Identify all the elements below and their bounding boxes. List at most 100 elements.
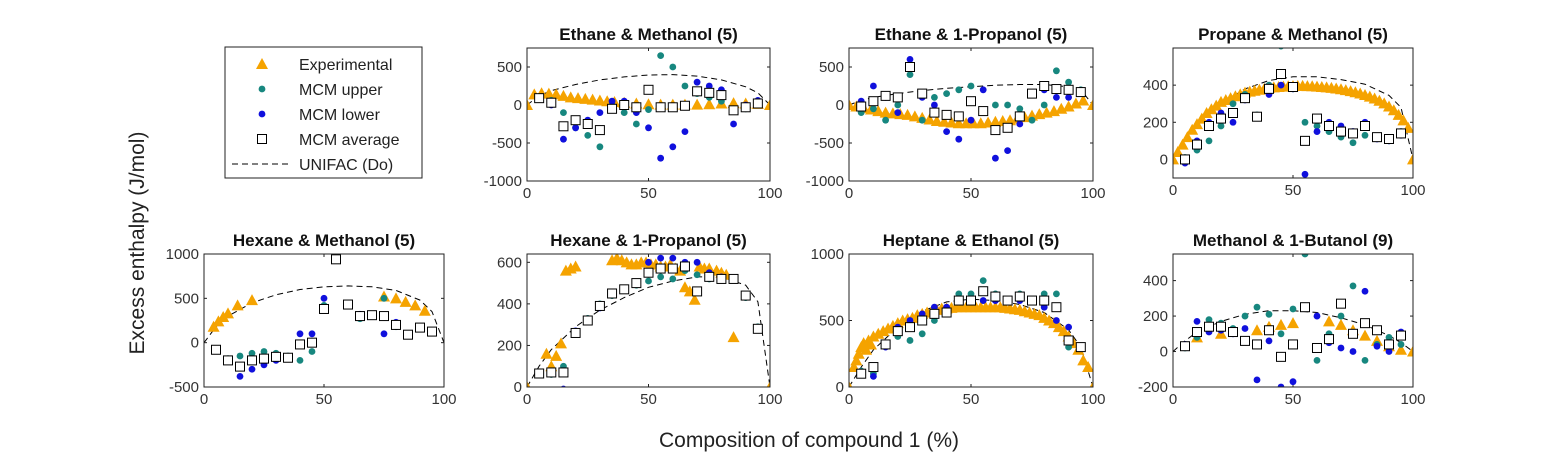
y-tick-label: 200 [1143, 114, 1168, 131]
point-experimental [1062, 100, 1075, 112]
point-mcm-upper [1361, 357, 1369, 364]
point-experimental [923, 113, 936, 125]
point-mcm-upper [308, 348, 316, 355]
x-tick-label: 100 [1400, 391, 1425, 408]
point-mcm-average [1063, 335, 1074, 346]
point-mcm-upper [1349, 139, 1357, 147]
y-tick-label: -500 [814, 135, 844, 152]
y-tick-label: -1000 [484, 173, 522, 190]
point-mcm-upper [620, 109, 628, 116]
x-tick-label: 50 [963, 185, 980, 202]
point-mcm-lower [693, 78, 701, 86]
series-line-unifac-do [527, 74, 770, 106]
point-mcm-lower [943, 128, 950, 136]
point-mcm-upper [669, 275, 677, 283]
point-mcm-average [283, 352, 293, 363]
point-experimental [399, 295, 412, 307]
point-mcm-average [1288, 82, 1298, 92]
point-experimental [1191, 118, 1203, 130]
point-mcm-average [740, 102, 751, 113]
point-mcm-average [929, 107, 940, 118]
point-mcm-upper [657, 273, 665, 281]
point-mcm-upper [645, 277, 652, 285]
axes-frame [203, 253, 445, 388]
point-mcm-average [716, 273, 727, 284]
point-mcm-average [1204, 321, 1214, 332]
point-experimental [879, 106, 892, 118]
point-mcm-upper [1217, 122, 1225, 130]
point-mcm-average [716, 90, 727, 101]
point-mcm-lower [1313, 128, 1321, 135]
axes-frame [848, 253, 1094, 388]
point-mcm-average [953, 111, 964, 122]
point-mcm-upper [1313, 357, 1321, 364]
point-mcm-average [704, 87, 715, 98]
x-tick-label: 100 [431, 391, 456, 408]
point-mcm-upper [1028, 116, 1036, 124]
point-mcm-average [728, 273, 739, 284]
point-mcm-average [1063, 84, 1074, 95]
point-mcm-upper [380, 294, 388, 302]
point-mcm-average [631, 278, 642, 289]
point-mcm-average [1336, 126, 1346, 137]
legend-item-mcm-average: MCM average [257, 132, 400, 149]
point-mcm-average [1324, 121, 1334, 131]
point-mcm-average [582, 119, 593, 129]
point-mcm-average [379, 311, 389, 322]
point-mcm-upper [1065, 78, 1072, 86]
point-mcm-average [1336, 298, 1346, 309]
point-mcm-average [728, 105, 739, 116]
y-tick-label: 500 [174, 290, 199, 307]
point-mcm-average [1360, 318, 1370, 329]
point-experimental [764, 99, 770, 110]
point-mcm-upper [560, 109, 567, 116]
point-mcm-average [1027, 88, 1037, 99]
point-mcm-average [1288, 339, 1298, 350]
legend-marker-mcm-lower [258, 110, 266, 118]
point-mcm-average [880, 90, 891, 101]
legend-label-mcm-average: MCM average [299, 132, 400, 149]
point-mcm-lower [1349, 348, 1357, 355]
point-mcm-average [1264, 325, 1274, 336]
point-mcm-upper [979, 277, 987, 284]
point-mcm-upper [681, 82, 689, 90]
legend-marker-experimental [256, 58, 268, 69]
point-experimental [1395, 343, 1407, 355]
point-experimental [527, 381, 531, 387]
point-experimental [564, 91, 577, 103]
point-mcm-lower [979, 297, 987, 304]
point-mcm-average [655, 102, 666, 113]
point-mcm-average [534, 368, 545, 379]
point-experimental [1275, 318, 1287, 330]
point-mcm-lower [248, 365, 256, 373]
point-mcm-average [558, 367, 569, 378]
x-tick-label: 0 [523, 185, 531, 202]
point-mcm-lower [669, 143, 677, 151]
point-mcm-upper [1349, 282, 1357, 290]
x-tick-label: 100 [757, 391, 782, 408]
point-mcm-average [752, 98, 763, 109]
point-mcm-lower [1289, 378, 1297, 386]
point-mcm-average [570, 327, 581, 338]
point-mcm-lower [931, 101, 938, 109]
panel-title: Ethane & 1-Propanol (5) [875, 25, 1068, 44]
point-experimental [852, 347, 865, 359]
point-mcm-lower [1277, 81, 1285, 89]
point-mcm-upper [632, 120, 640, 128]
point-experimental [1195, 112, 1208, 124]
point-mcm-upper [657, 52, 665, 59]
point-mcm-lower [894, 109, 902, 116]
point-mcm-average [1039, 295, 1050, 306]
point-mcm-lower [870, 372, 877, 380]
y-tick-label: -200 [1138, 379, 1168, 396]
point-mcm-average [1180, 154, 1190, 165]
series-line-unifac-do [527, 276, 770, 387]
point-mcm-average [953, 295, 964, 306]
point-mcm-average [1014, 291, 1025, 302]
point-mcm-average [235, 361, 245, 372]
y-tick-label: 500 [819, 59, 844, 76]
point-mcm-average [1372, 132, 1382, 143]
point-mcm-average [607, 288, 618, 299]
point-experimental [586, 93, 599, 105]
